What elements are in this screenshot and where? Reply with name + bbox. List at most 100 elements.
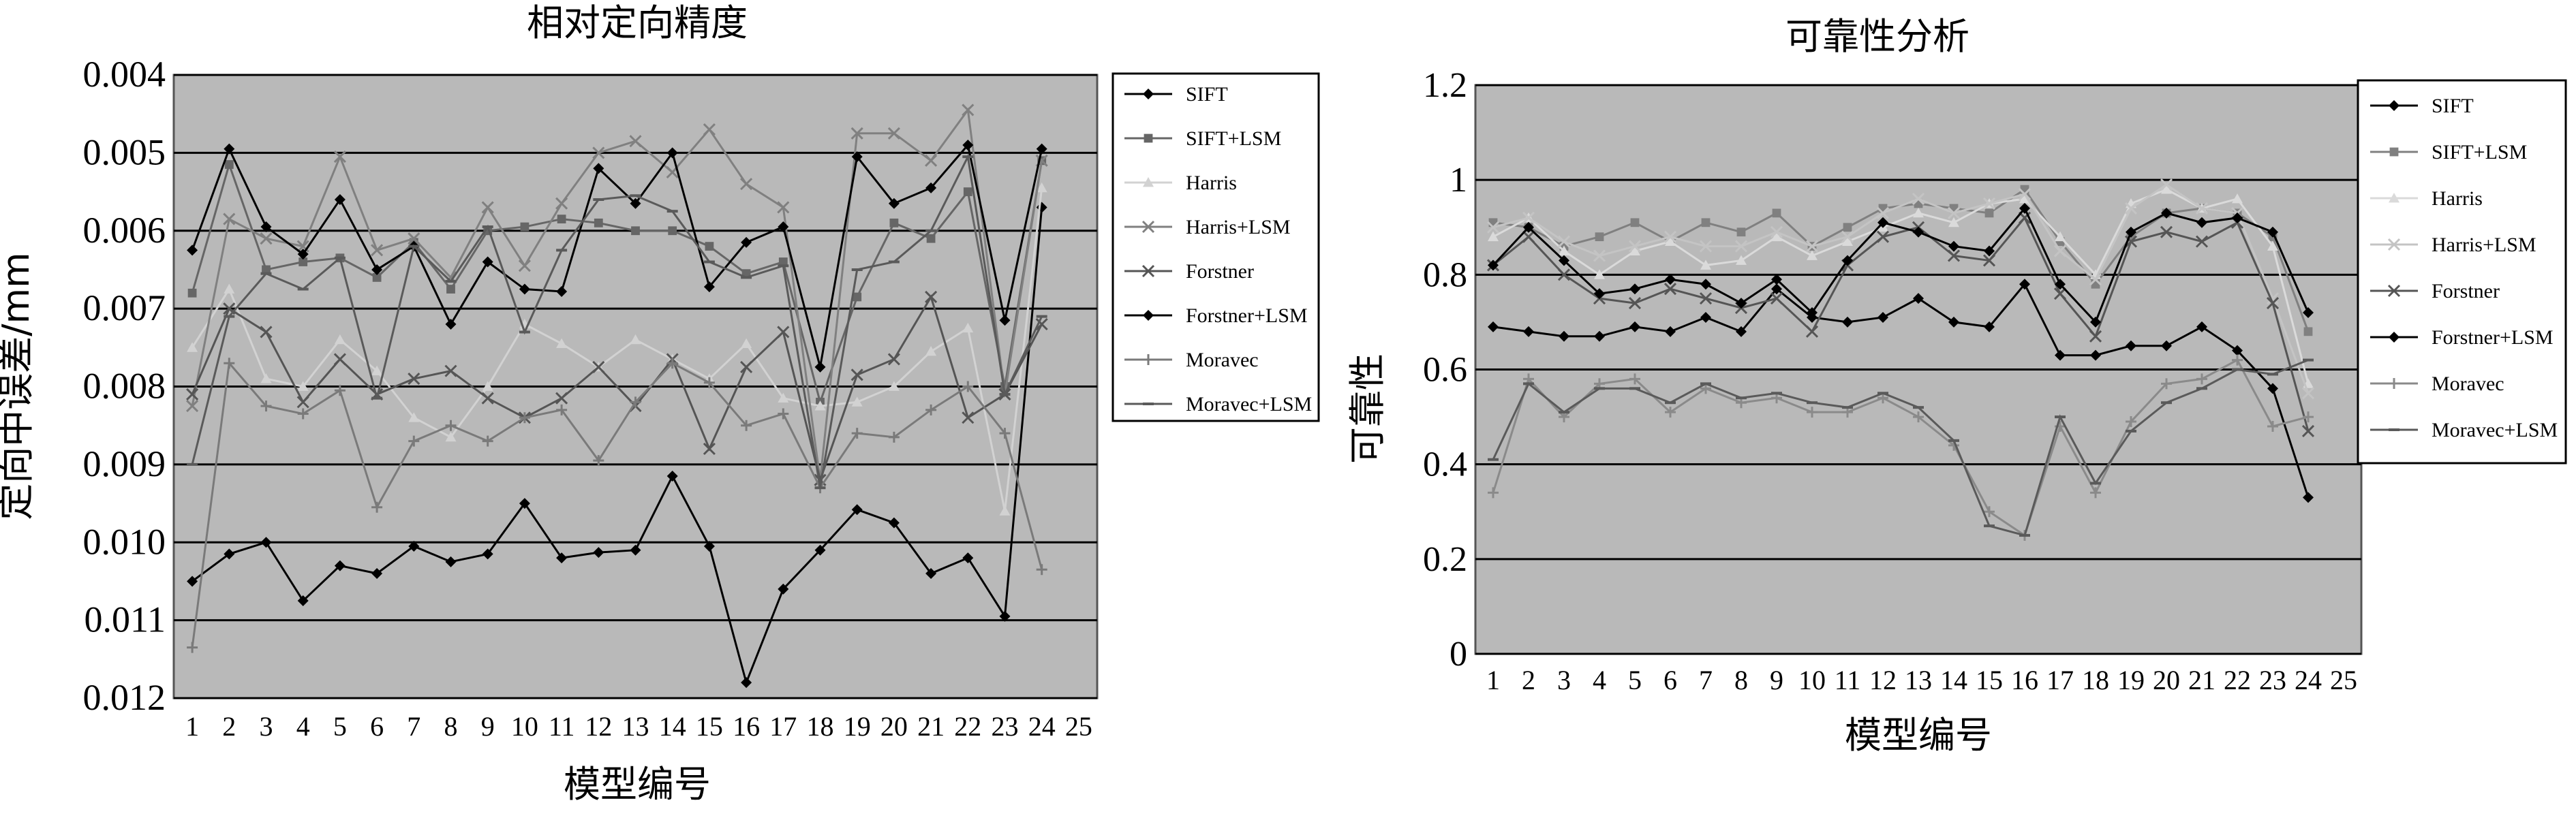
data-point xyxy=(2389,378,2399,389)
x-tick-label: 7 xyxy=(407,711,420,742)
data-point xyxy=(297,249,309,260)
series-line xyxy=(1492,358,2309,537)
legend-item: Harris xyxy=(2370,187,2483,210)
data-point xyxy=(2089,330,2102,343)
data-point xyxy=(1948,316,1959,328)
data-point xyxy=(1628,297,1642,310)
x-tick-label: 3 xyxy=(260,711,273,742)
x-tick-label: 17 xyxy=(2046,665,2074,695)
data-point xyxy=(2161,378,2172,390)
data-point xyxy=(187,642,198,653)
chart-title: 相对定向精度 xyxy=(527,1,748,44)
data-point xyxy=(962,381,974,392)
data-point xyxy=(2303,327,2313,336)
data-point xyxy=(224,160,234,169)
data-point xyxy=(925,290,938,304)
data-point xyxy=(594,218,603,227)
data-point xyxy=(1036,182,1047,193)
data-point xyxy=(1984,245,1995,257)
data-point xyxy=(1984,208,1994,218)
data-point xyxy=(1522,230,1535,243)
data-point xyxy=(2089,273,2102,286)
data-point xyxy=(851,396,863,407)
data-point xyxy=(851,151,863,163)
series-sift xyxy=(187,202,1047,689)
data-point xyxy=(1628,240,1642,253)
x-tick-label: 5 xyxy=(1628,665,1642,695)
x-tick-label: 22 xyxy=(954,711,981,742)
data-point xyxy=(1594,288,1605,300)
data-point xyxy=(298,257,308,266)
data-point xyxy=(777,201,790,214)
data-point xyxy=(408,373,420,386)
data-point xyxy=(1663,283,1677,296)
data-point xyxy=(962,552,974,564)
legend-item: Forstner+LSM xyxy=(1124,304,1308,327)
grid-lines xyxy=(174,74,1097,699)
data-point xyxy=(2126,340,2136,351)
data-point xyxy=(703,377,715,388)
legend-label: SIFT xyxy=(2432,95,2474,117)
data-point xyxy=(999,315,1011,326)
data-point xyxy=(1807,407,1818,418)
x-tick-label: 19 xyxy=(844,711,871,742)
x-tick-label: 4 xyxy=(1593,665,1606,695)
data-point xyxy=(962,322,974,333)
legend-item: SIFT xyxy=(1124,83,1228,106)
data-point xyxy=(888,431,900,443)
y-tick-label: 0.011 xyxy=(85,599,166,640)
y-axis-label: 可靠性 xyxy=(1346,353,1389,464)
data-point xyxy=(2267,383,2278,394)
legend-item: Moravec+LSM xyxy=(1124,393,1312,415)
chart-accuracy: 相对定向精度 0.0040.0050.0060.0070.0080.0090.0… xyxy=(0,1,1320,806)
data-point xyxy=(1143,177,1154,187)
data-point xyxy=(1699,240,1713,253)
data-point xyxy=(555,197,568,210)
data-point xyxy=(630,198,641,209)
y-tick-label: 0.012 xyxy=(83,677,166,718)
x-tick-label: 8 xyxy=(444,711,458,742)
data-point xyxy=(1665,274,1676,285)
data-point xyxy=(1984,321,1995,332)
data-point xyxy=(519,283,530,295)
series-group xyxy=(1486,178,2315,541)
data-point xyxy=(889,218,899,227)
data-point xyxy=(334,334,346,345)
x-tick-label: 22 xyxy=(2224,665,2251,695)
data-point xyxy=(224,143,235,155)
data-point xyxy=(260,400,272,412)
legend-label: Moravec xyxy=(2432,373,2504,395)
data-point xyxy=(925,182,937,193)
data-point xyxy=(2124,202,2138,215)
data-point xyxy=(444,364,457,377)
y-tick-label: 0.004 xyxy=(83,54,166,95)
y-tick-label: 0.007 xyxy=(83,287,166,328)
data-point xyxy=(2161,340,2172,351)
data-point xyxy=(408,232,420,245)
legend-item: Harris+LSM xyxy=(2370,234,2536,256)
legend-box xyxy=(2357,79,2567,465)
x-tick-label: 16 xyxy=(2011,665,2038,695)
series-line xyxy=(191,107,1043,480)
legend-item: SIFT xyxy=(2370,95,2474,117)
x-tick-label: 9 xyxy=(481,711,495,742)
data-point xyxy=(333,151,346,163)
series-line xyxy=(191,142,1043,368)
data-point xyxy=(1557,268,1571,281)
data-point xyxy=(999,505,1011,516)
series-moravec xyxy=(1488,354,2314,541)
data-point xyxy=(2303,411,2314,423)
x-tick-label: 6 xyxy=(1663,665,1677,695)
data-point xyxy=(2161,184,2172,194)
data-point xyxy=(482,548,493,560)
data-point xyxy=(371,501,383,513)
data-point xyxy=(1700,279,1711,290)
data-point xyxy=(2055,231,2066,242)
series-line xyxy=(1492,359,2309,537)
data-point xyxy=(1629,283,1640,295)
data-point xyxy=(556,285,568,297)
data-point xyxy=(1594,269,1605,279)
x-tick-label: 21 xyxy=(917,711,945,742)
data-point xyxy=(925,346,937,356)
series-moravec-plus-lsm xyxy=(187,153,1047,490)
